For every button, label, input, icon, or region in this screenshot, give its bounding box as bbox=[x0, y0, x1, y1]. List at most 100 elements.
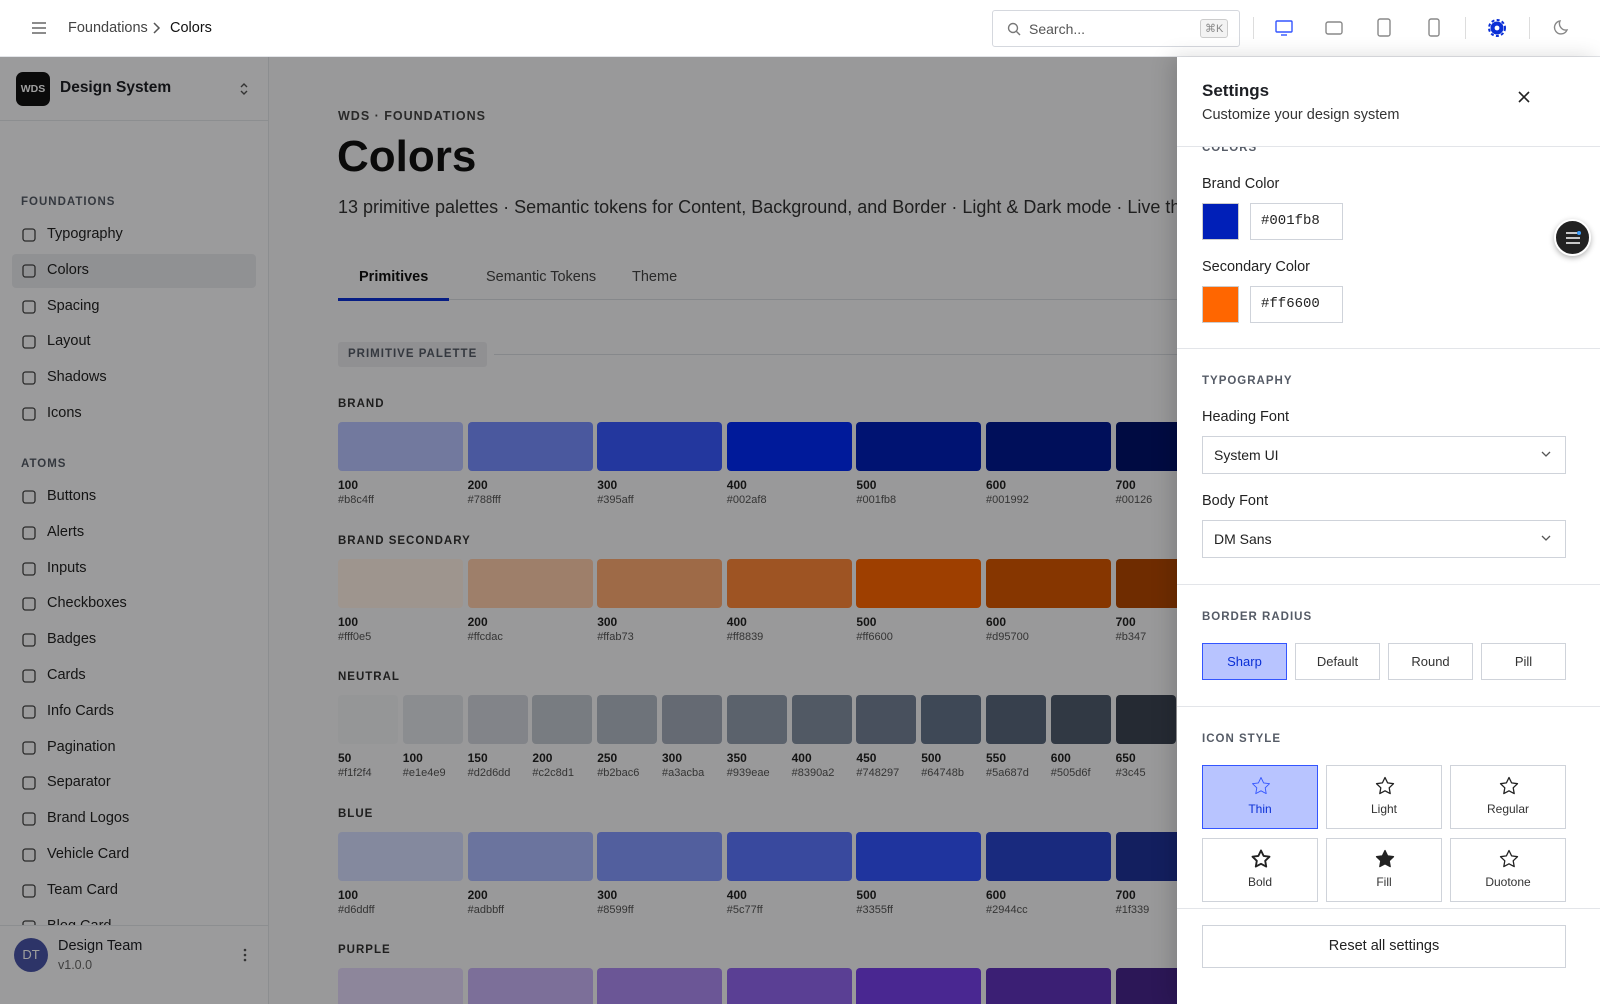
swatch[interactable] bbox=[467, 968, 593, 1004]
nav-item[interactable]: Separator bbox=[47, 774, 111, 791]
swatch[interactable] bbox=[467, 422, 593, 471]
nav-item[interactable]: Brand Logos bbox=[47, 810, 130, 827]
theme-toggle[interactable] bbox=[1553, 19, 1571, 37]
swatch[interactable] bbox=[597, 422, 723, 471]
icon-style-option[interactable]: Duotone bbox=[1450, 838, 1566, 902]
nav-item[interactable]: Typography bbox=[47, 226, 123, 242]
nav-item[interactable]: Team Card bbox=[47, 881, 118, 898]
swatch[interactable] bbox=[662, 695, 722, 744]
swatch[interactable] bbox=[986, 422, 1111, 471]
swatch[interactable] bbox=[597, 968, 723, 1004]
tab[interactable]: Theme bbox=[632, 269, 678, 285]
swatch[interactable] bbox=[1115, 831, 1177, 881]
tablet-view[interactable] bbox=[1376, 18, 1392, 38]
swatch[interactable] bbox=[856, 695, 917, 744]
menu-button[interactable] bbox=[31, 20, 47, 36]
workspace-name[interactable]: Design System bbox=[60, 79, 172, 96]
swatch[interactable] bbox=[856, 831, 982, 881]
radius-option[interactable]: Round bbox=[1388, 643, 1473, 680]
swatch[interactable] bbox=[856, 558, 982, 608]
tab[interactable]: Primitives bbox=[359, 269, 429, 285]
swatch[interactable] bbox=[467, 695, 528, 744]
swatch[interactable] bbox=[921, 695, 982, 744]
radius-option[interactable]: Pill bbox=[1481, 643, 1566, 680]
swatch[interactable] bbox=[402, 695, 463, 744]
nav-item[interactable]: Pagination bbox=[47, 738, 116, 755]
swatch[interactable] bbox=[726, 968, 852, 1004]
close-button[interactable] bbox=[1517, 90, 1531, 104]
swatch[interactable] bbox=[726, 695, 787, 744]
radius-option[interactable]: Sharp bbox=[1202, 643, 1287, 680]
radius-option[interactable]: Default bbox=[1295, 643, 1380, 680]
nav-item[interactable]: Cards bbox=[47, 667, 86, 683]
swatch[interactable] bbox=[532, 695, 593, 744]
desktop-view[interactable] bbox=[1275, 19, 1293, 37]
panel-subtitle: Customize your design system bbox=[1202, 107, 1400, 123]
swatch[interactable] bbox=[1050, 695, 1111, 744]
nav-item[interactable]: Spacing bbox=[47, 297, 100, 314]
color-swatch[interactable] bbox=[1202, 286, 1239, 323]
swatch[interactable] bbox=[597, 695, 658, 744]
icon-style-option[interactable]: Bold bbox=[1202, 838, 1318, 902]
tablet-landscape-view[interactable] bbox=[1325, 19, 1343, 37]
nav-item[interactable]: Badges bbox=[47, 631, 97, 648]
nav-item[interactable]: Vehicle Card bbox=[47, 846, 130, 862]
swatch[interactable] bbox=[1115, 968, 1177, 1004]
swatch-step: 300 bbox=[597, 478, 618, 492]
swatch[interactable] bbox=[467, 831, 593, 881]
swatch[interactable] bbox=[1115, 695, 1176, 744]
swatch[interactable] bbox=[726, 831, 852, 881]
color-swatch[interactable] bbox=[1202, 203, 1239, 240]
hex-input[interactable]: #ff6600 bbox=[1250, 286, 1343, 323]
nav-item[interactable]: Buttons bbox=[47, 488, 97, 504]
swatch[interactable] bbox=[338, 968, 463, 1004]
nav-item[interactable]: Shadows bbox=[47, 369, 107, 386]
icon-style-option[interactable]: Regular bbox=[1450, 765, 1566, 829]
nav-item[interactable]: Checkboxes bbox=[47, 595, 127, 612]
workspace-switch[interactable] bbox=[238, 81, 250, 97]
floating-toc-button[interactable] bbox=[1554, 219, 1591, 256]
swatch[interactable] bbox=[467, 558, 593, 608]
nav-item[interactable]: Info Cards bbox=[47, 702, 114, 719]
swatch-step: 700 bbox=[1115, 478, 1136, 492]
nav-item[interactable]: Alerts bbox=[47, 523, 85, 540]
swatch[interactable] bbox=[597, 831, 723, 881]
swatch-step: 400 bbox=[726, 478, 747, 492]
swatch[interactable] bbox=[986, 968, 1111, 1004]
swatch[interactable] bbox=[986, 558, 1111, 608]
swatch[interactable] bbox=[597, 558, 723, 608]
icon-style-option[interactable]: Light bbox=[1326, 765, 1442, 829]
swatch[interactable] bbox=[1115, 558, 1177, 608]
nav-item[interactable]: Inputs bbox=[47, 559, 87, 576]
swatch[interactable] bbox=[791, 695, 852, 744]
swatch[interactable] bbox=[338, 831, 463, 881]
swatch[interactable] bbox=[856, 968, 982, 1004]
nav-item[interactable]: Icons bbox=[47, 405, 82, 421]
user-menu[interactable] bbox=[240, 947, 250, 963]
hex-input[interactable]: #001fb8 bbox=[1250, 203, 1343, 240]
swatch[interactable] bbox=[986, 695, 1046, 744]
swatch[interactable] bbox=[856, 422, 982, 471]
icon-style-option[interactable]: Thin bbox=[1202, 765, 1318, 829]
swatch[interactable] bbox=[338, 558, 463, 608]
nav-item[interactable]: Layout bbox=[47, 333, 91, 350]
reset-button[interactable]: Reset all settings bbox=[1202, 925, 1566, 968]
font-select[interactable]: DM Sans bbox=[1202, 520, 1566, 558]
backdrop[interactable] bbox=[0, 57, 1177, 1004]
breadcrumb-link[interactable]: Foundations bbox=[68, 20, 148, 36]
settings-button[interactable] bbox=[1488, 19, 1506, 37]
swatch[interactable] bbox=[986, 831, 1111, 881]
font-select[interactable]: System UI bbox=[1202, 436, 1566, 474]
nav-item[interactable]: Blog Card bbox=[47, 918, 111, 925]
swatch[interactable] bbox=[338, 695, 398, 744]
nav-item[interactable]: Colors bbox=[47, 261, 89, 278]
swatch[interactable] bbox=[726, 422, 852, 471]
swatch[interactable] bbox=[726, 558, 852, 608]
field-label: Body Font bbox=[1202, 493, 1269, 509]
swatch[interactable] bbox=[338, 422, 463, 471]
swatch[interactable] bbox=[1115, 422, 1177, 471]
icon-style-option[interactable]: Fill bbox=[1326, 838, 1442, 902]
tab[interactable]: Semantic Tokens bbox=[486, 269, 597, 285]
search-box[interactable]: Search... ⌘K bbox=[992, 10, 1240, 47]
mobile-view[interactable] bbox=[1427, 18, 1441, 38]
